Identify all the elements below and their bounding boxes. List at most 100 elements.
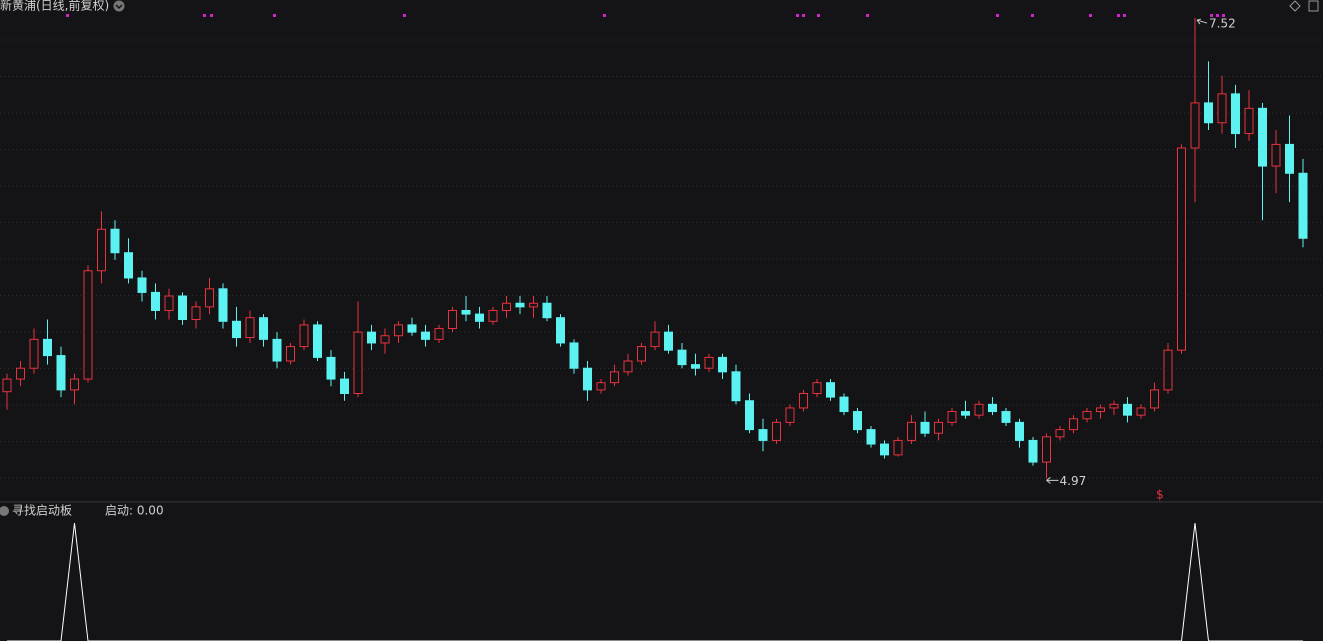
candle-body: [826, 382, 835, 398]
high-label: 7.52: [1209, 17, 1236, 31]
candle-body: [191, 306, 201, 320]
candle-body: [205, 288, 214, 308]
toolbar-icon[interactable]: [1289, 0, 1301, 12]
candle-body: [299, 324, 309, 348]
candle-body: [583, 367, 592, 391]
candle-body: [650, 331, 660, 348]
candle-body: [1109, 403, 1119, 409]
candle-body: [988, 403, 997, 413]
candle-body: [812, 382, 822, 395]
candle-body: [43, 338, 52, 357]
candle-body: [556, 317, 565, 344]
candle-body: [1136, 407, 1146, 416]
candle-body: [137, 277, 147, 293]
candle-body: [1258, 107, 1267, 167]
candle-body: [1028, 439, 1038, 463]
signal-marker: $: [1156, 488, 1164, 502]
candle-body: [313, 324, 322, 358]
candle-body: [596, 382, 606, 391]
title-menu-chevron: [115, 4, 123, 10]
candle-body: [83, 270, 93, 380]
high-arrow: [1196, 18, 1208, 25]
candle-body: [218, 288, 228, 322]
candle-body: [1244, 107, 1254, 135]
candle-body: [110, 228, 120, 254]
candle-body: [691, 364, 700, 369]
indicator-title: 寻找启动板: [12, 504, 72, 518]
candle-body: [326, 356, 336, 380]
candle-body: [488, 309, 498, 322]
candle-body: [880, 443, 889, 456]
candle-body: [961, 411, 970, 416]
candle-body: [1042, 436, 1051, 463]
candle-body: [1271, 143, 1281, 167]
candle-body: [1123, 403, 1132, 416]
title-menu[interactable]: [113, 0, 125, 12]
candle-body: [29, 338, 39, 369]
candle-body: [1285, 143, 1294, 174]
candle-body: [1015, 421, 1024, 441]
candle-body: [1217, 93, 1227, 124]
signal-dots: [66, 14, 1225, 17]
candle-body: [259, 317, 268, 340]
candle-body: [164, 295, 174, 311]
candle-body: [394, 324, 403, 337]
candle-body: [610, 371, 619, 384]
indicator-menu[interactable]: [0, 506, 9, 516]
candle-body: [731, 371, 741, 402]
candle-body: [934, 421, 943, 434]
candle-body: [866, 429, 876, 445]
candle-body: [718, 356, 727, 373]
candle-body: [70, 378, 79, 391]
candle-body: [124, 252, 133, 279]
candle-body: [232, 320, 241, 339]
indicator-label: 启动: 0.00: [105, 504, 164, 518]
candle-body: [1163, 349, 1173, 391]
candle-body: [542, 302, 552, 319]
candle-body: [461, 309, 471, 315]
candle-body: [272, 338, 282, 362]
candle-body: [367, 331, 376, 344]
candle-body: [664, 331, 673, 351]
candle-body: [799, 393, 808, 409]
candle-body: [502, 302, 511, 311]
candle-body: [758, 429, 768, 441]
candle-body: [1001, 411, 1011, 423]
candle-body: [353, 331, 363, 395]
chart-title: 新黄浦(日线,前复权): [0, 0, 109, 13]
toolbar-icon[interactable]: [1308, 0, 1319, 12]
candle-body: [677, 349, 687, 366]
candle-body: [2, 378, 12, 393]
candle-body: [1190, 102, 1200, 149]
candle-body: [907, 421, 916, 441]
candle-body: [529, 302, 538, 308]
candle-body: [286, 346, 295, 362]
candle-body: [1231, 93, 1240, 135]
candle-body: [637, 346, 646, 362]
candle-body: [745, 400, 754, 431]
candle-body: [920, 421, 930, 434]
candle-body: [569, 342, 579, 369]
candle-body: [475, 313, 484, 322]
candle-body: [515, 302, 525, 308]
candle-body: [772, 421, 781, 441]
candle-body: [893, 439, 903, 456]
candle-body: [1298, 172, 1308, 239]
candle-body: [1096, 407, 1105, 413]
candle-body: [1069, 418, 1078, 431]
candle-body: [178, 295, 187, 320]
candle-body: [1150, 389, 1159, 409]
candle-body: [407, 324, 417, 333]
candle-body: [151, 291, 160, 311]
low-label: 4.97: [1060, 474, 1087, 488]
candle-body: [421, 331, 430, 340]
candle-body: [785, 407, 795, 423]
candle-body: [16, 367, 25, 380]
candle-body: [448, 309, 457, 330]
candle-body: [1204, 102, 1213, 124]
candle-body: [97, 228, 106, 272]
candle-body: [380, 335, 390, 344]
candle-body: [1055, 429, 1065, 438]
candle-body: [974, 403, 984, 416]
